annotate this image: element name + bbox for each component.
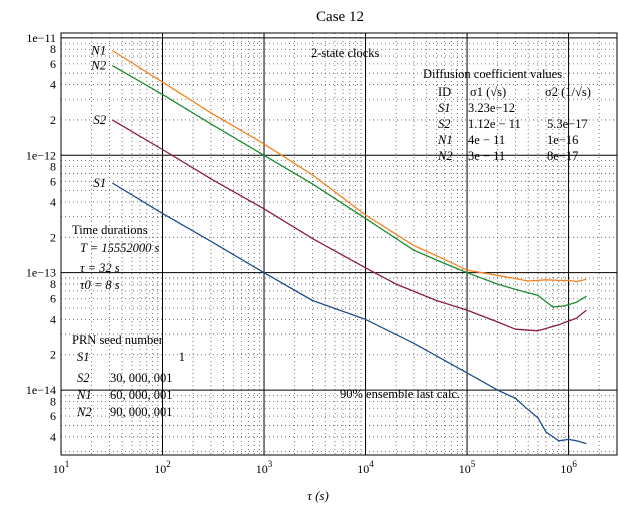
diffusion-header-sigma2: σ2 (1/√s) — [545, 85, 591, 99]
y-tick-label: 4 — [50, 195, 56, 209]
prn-row-id: N2 — [76, 405, 92, 419]
diffusion-row-sigma1: 4e − 11 — [468, 133, 505, 147]
y-tick-label: 6 — [50, 292, 56, 306]
series-line-s1 — [111, 182, 587, 445]
diffusion-table: ID σ1 (√s) σ2 (1/√s) S1 3.23e−12 S2 1.12… — [437, 85, 591, 163]
prn-title: PRN seed number — [72, 333, 164, 347]
durations-line: T = 15552000 s — [80, 241, 160, 255]
y-tick-label: 8 — [50, 394, 56, 408]
diffusion-row-id: S1 — [438, 101, 451, 115]
diffusion-header-sigma1: σ1 (√s) — [470, 85, 506, 99]
y-tick-label: 2 — [50, 348, 56, 362]
y-tick-label: 4 — [50, 312, 56, 326]
x-tick-label: 105 — [459, 459, 476, 476]
diffusion-title: Diffusion coefficient values — [423, 67, 562, 81]
prn-row-seed: 90, 000, 001 — [110, 405, 173, 419]
diffusion-row-sigma2: 1e−16 — [547, 133, 578, 147]
x-tick-label: 102 — [154, 459, 171, 476]
prn-row-seed: 1 — [179, 350, 185, 364]
y-tick-label: 6 — [50, 57, 56, 71]
series-line-n2 — [111, 65, 587, 308]
diffusion-header-id: ID — [438, 85, 451, 99]
diffusion-row-sigma2: 8e−17 — [547, 149, 578, 163]
series-line-s2 — [111, 119, 587, 332]
y-tick-label: 1e−12 — [26, 148, 56, 162]
diffusion-row-id: N1 — [437, 133, 453, 147]
series-label-s1: S1 — [93, 175, 106, 190]
y-tick-label: 2 — [50, 230, 56, 244]
diffusion-row-id: N2 — [437, 149, 453, 163]
series-line-n1 — [111, 49, 587, 283]
series-label-s2: S2 — [93, 112, 107, 127]
clocks-annotation: 2-state clocks — [311, 46, 380, 60]
prn-row-id: N1 — [76, 388, 92, 402]
x-tick-label: 103 — [256, 459, 273, 476]
diffusion-row-sigma1: 3e − 11 — [468, 149, 505, 163]
prn-row-id: S2 — [77, 371, 90, 385]
durations-title: Time durations — [72, 223, 148, 237]
y-tick-label: 1e−13 — [26, 266, 56, 280]
y-tick-label: 8 — [50, 277, 56, 291]
chart-title: Case 12 — [316, 9, 364, 25]
x-tick-label: 106 — [560, 459, 577, 476]
prn-table: S1 1 S2 30, 000, 001 N1 60, 000, 001 N2 … — [76, 350, 185, 419]
durations-line: τ0 = 8 s — [80, 278, 120, 292]
prn-row-seed: 30, 000, 001 — [110, 371, 173, 385]
diffusion-row-sigma2: 5.3e−17 — [547, 117, 588, 131]
y-tick-label: 4 — [50, 430, 56, 444]
series-label-n1: N1 — [90, 43, 106, 58]
prn-row-seed: 60, 000, 001 — [110, 388, 173, 402]
x-axis-label: τ (s) — [307, 488, 329, 503]
y-tick-label: 6 — [50, 409, 56, 423]
series-label-n2: N2 — [90, 58, 107, 73]
diffusion-row-id: S2 — [438, 117, 451, 131]
y-tick-label: 1e−11 — [26, 31, 56, 45]
y-tick-label: 4 — [50, 78, 56, 92]
x-tick-label: 101 — [53, 459, 70, 476]
durations-line: τ = 32 s — [80, 261, 120, 275]
diffusion-row-sigma1: 3.23e−12 — [468, 101, 515, 115]
y-tick-label: 8 — [50, 42, 56, 56]
ensemble-annotation: 90% ensemble last calc. — [340, 387, 460, 401]
y-tick-label: 8 — [50, 160, 56, 174]
plot-frame — [60, 32, 618, 456]
y-tick-label: 2 — [50, 113, 56, 127]
y-tick-label: 1e−14 — [26, 383, 56, 397]
series-layer — [111, 49, 587, 445]
diffusion-row-sigma1: 1.12e − 11 — [468, 117, 521, 131]
tick-layer: 101 102 103 104 105 1061e−1186421e−1286421e−1… — [26, 31, 577, 476]
prn-row-id: S1 — [77, 350, 90, 364]
y-tick-label: 6 — [50, 174, 56, 188]
x-tick-label: 104 — [357, 459, 374, 476]
